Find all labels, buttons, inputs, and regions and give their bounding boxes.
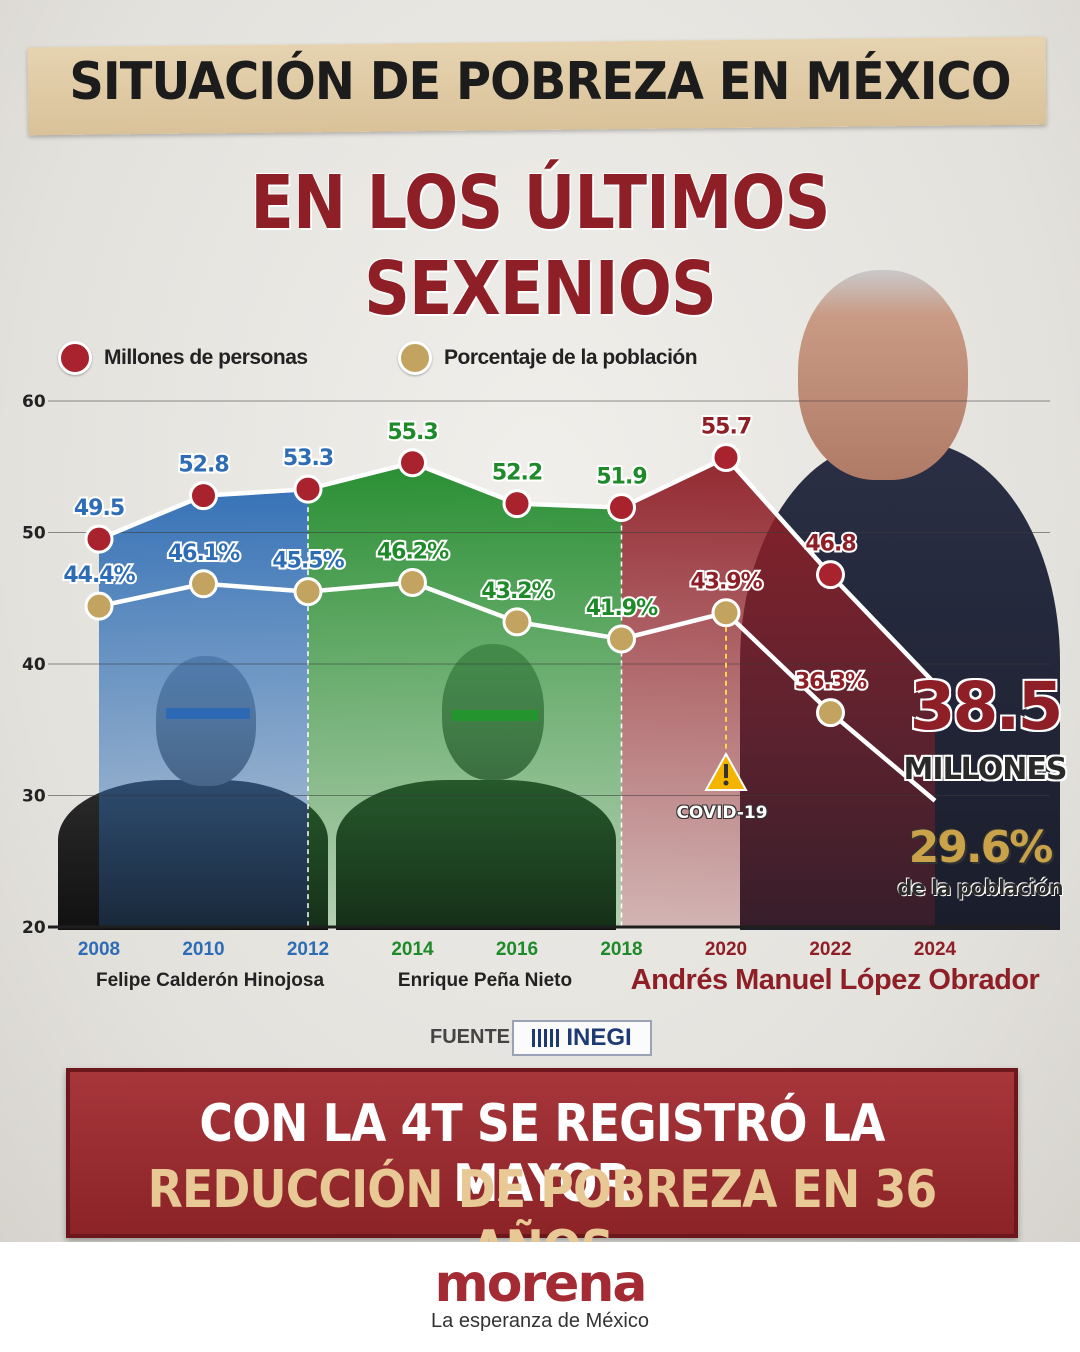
legend-millions-label: Millones de personas (104, 346, 308, 369)
point-percent (607, 624, 636, 654)
page-subtitle: EN LOS ÚLTIMOS SEXENIOS (250, 160, 830, 332)
data-label-percent: 41.9% (586, 596, 658, 621)
data-label-millions: 55.3 (387, 420, 437, 445)
point-millions (711, 443, 741, 473)
warning-icon-mark (724, 764, 728, 778)
x-tick-label: 2012 (287, 939, 329, 960)
x-tick-label: 2020 (705, 939, 747, 960)
data-label-millions: 51.9 (596, 465, 646, 490)
legend-percent-dot (398, 341, 432, 375)
y-tick-label: 30 (22, 787, 46, 807)
final-percent-value: 29.6% (908, 822, 1054, 873)
point-millions (189, 481, 218, 511)
data-label-percent: 45.5% (272, 549, 344, 574)
point-millions (293, 474, 323, 504)
data-label-percent: 43.9% (690, 570, 762, 595)
point-millions (607, 493, 636, 523)
point-percent (189, 569, 218, 599)
legend-millions-dot (58, 341, 92, 375)
point-millions (84, 524, 114, 554)
data-label-percent: 36.3% (795, 670, 867, 695)
inegi-text: INEGI (566, 1024, 632, 1051)
data-label-percent: 46.1% (168, 541, 240, 566)
president-label-amlo: Andrés Manuel López Obrador (630, 964, 1040, 996)
axis-labels: 60 50 40 30 20 2008 2010 2012 2014 2016 2018 2020 20… (22, 392, 957, 960)
legend-percent: Porcentaje de la población (398, 340, 698, 376)
y-tick-label: 50 (22, 524, 46, 544)
point-percent (84, 591, 114, 621)
y-tick-label: 20 (22, 918, 46, 938)
data-label-percent: 44.4% (63, 563, 135, 588)
page-title: SITUACIÓN DE POBREZA EN MÉXICO (69, 52, 1011, 112)
legend-percent-label: Porcentaje de la población (444, 346, 698, 369)
final-millions-unit: MILLONES (903, 752, 1068, 787)
point-millions (502, 489, 532, 519)
point-percent (398, 567, 427, 597)
brand-slogan: La esperanza de México (431, 1310, 649, 1332)
data-label-millions: 49.5 (74, 496, 124, 521)
data-labels: 49.5 52.8 53.3 55.3 52.2 51.9 55.7 46.8 44.4% 46.… (61, 413, 870, 697)
x-tick-label: 2010 (182, 939, 224, 960)
point-percent (816, 698, 845, 728)
brand-logo-text: morena (434, 1254, 648, 1314)
data-label-percent: 46.2% (377, 539, 449, 564)
warning-icon-dot (723, 780, 729, 786)
x-tick-label: 2018 (600, 939, 642, 960)
inegi-icon (532, 1029, 561, 1047)
data-label-millions: 52.2 (492, 461, 542, 486)
x-tick-label: 2022 (809, 939, 851, 960)
data-label-percent: 43.2% (481, 579, 553, 604)
period-area-0 (99, 489, 308, 927)
point-percent (711, 598, 741, 628)
period-areas (99, 457, 935, 927)
point-percent (502, 607, 532, 637)
x-tick-label: 2014 (391, 939, 434, 960)
source-label: FUENTE: (430, 1026, 517, 1048)
footer (0, 1242, 1080, 1352)
banner-line-2: REDUCCIÓN DE POBREZA EN 36 AÑOS (147, 1160, 938, 1280)
covid-marker (704, 626, 748, 791)
president-label-calderon: Felipe Calderón Hinojosa (95, 970, 325, 991)
final-percent-note: de la población (897, 876, 1063, 900)
covid-label: COVID-19 (676, 803, 768, 823)
inegi-logo: INEGI (512, 1020, 652, 1056)
x-tick-label: 2008 (78, 939, 120, 960)
president-label-pena: Enrique Peña Nieto (397, 970, 573, 991)
x-tick-label: 2024 (914, 939, 957, 960)
data-label-millions: 53.3 (283, 446, 333, 471)
y-tick-label: 60 (22, 392, 46, 412)
point-millions (816, 560, 845, 590)
legend-millions: Millones de personas (58, 340, 308, 376)
x-tick-label: 2016 (496, 939, 538, 960)
series-points (84, 443, 845, 728)
data-label-millions: 52.8 (178, 453, 228, 478)
gridlines (48, 400, 1050, 929)
conclusion-banner: CON LA 4T SE REGISTRÓ LA MAYOR REDUCCIÓN… (66, 1068, 1018, 1280)
final-millions-value: 38.5 (909, 668, 1064, 745)
data-label-millions: 55.7 (701, 415, 751, 440)
point-millions (398, 448, 427, 478)
chart-area: 49.5 52.8 53.3 55.3 52.2 51.9 55.7 46.8 44.4% 46.… (22, 392, 1050, 960)
period-area-1 (308, 462, 622, 927)
period-area-2 (621, 457, 935, 927)
point-percent (293, 577, 323, 607)
data-label-millions: 46.8 (805, 532, 855, 557)
y-tick-label: 40 (22, 655, 46, 675)
banner-line-1: CON LA 4T SE REGISTRÓ LA MAYOR (199, 1094, 885, 1214)
